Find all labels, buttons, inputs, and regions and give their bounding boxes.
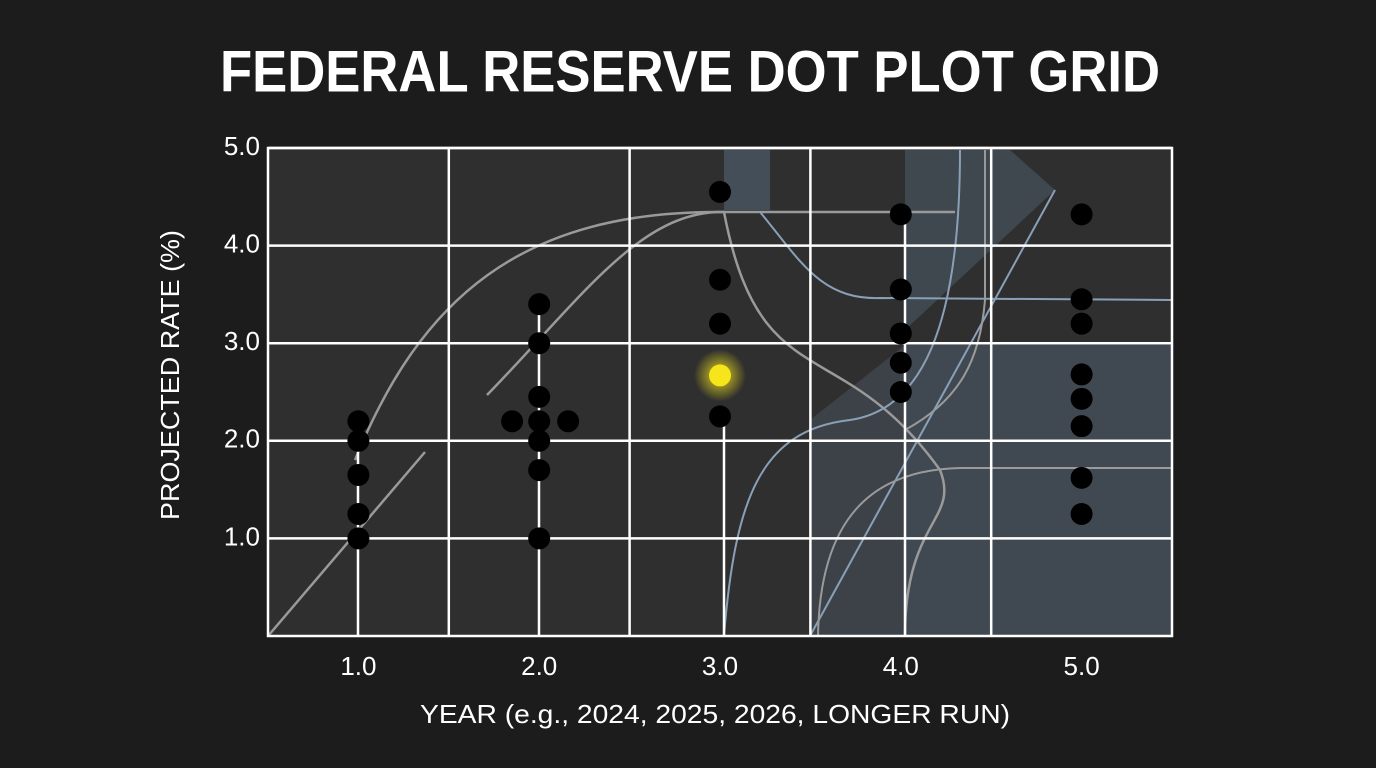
dot (557, 410, 580, 433)
y-tick-label: 3.0 (224, 326, 260, 356)
decoration (267, 149, 1173, 637)
dot (501, 410, 524, 433)
curve (267, 451, 426, 637)
panel (905, 150, 1055, 330)
dot (889, 203, 912, 226)
dot (528, 410, 551, 433)
dot (528, 459, 551, 482)
x-tick-label: 5.0 (1064, 651, 1100, 681)
panel (724, 150, 770, 210)
dot (889, 381, 912, 403)
y-tick-label: 1.0 (224, 521, 260, 551)
panel (905, 345, 1172, 636)
x-axis-label: YEAR (e.g., 2024, 2025, 2026, LONGER RUN… (420, 699, 1010, 729)
dot (528, 293, 551, 316)
curve (817, 467, 1172, 637)
dot (889, 322, 912, 345)
dot (1070, 415, 1093, 438)
y-tick-label: 4.0 (224, 228, 260, 258)
dot (709, 312, 731, 335)
dot (1070, 312, 1093, 335)
curve (904, 150, 986, 431)
dot (528, 332, 551, 355)
x-tick-label: 3.0 (702, 651, 738, 681)
dot (1070, 288, 1093, 311)
dot (347, 429, 370, 452)
x-tick-label: 2.0 (521, 651, 557, 681)
plot-frame (266, 146, 1174, 638)
y-tick-label: 5.0 (224, 131, 260, 161)
dot (709, 364, 731, 387)
chart-title: FEDERAL RESERVE DOT PLOT GRID (220, 39, 1160, 104)
dot (1070, 387, 1093, 410)
y-tick-label: 2.0 (224, 424, 260, 454)
dot (1070, 503, 1093, 525)
dot (709, 268, 731, 291)
dot (889, 351, 912, 374)
curve (353, 210, 955, 461)
dot (528, 429, 551, 452)
curve (723, 149, 961, 637)
panel (810, 345, 905, 636)
y-axis-label: PROJECTED RATE (%) (155, 230, 185, 520)
curve (759, 211, 1173, 301)
dot (528, 527, 551, 550)
dot (709, 405, 731, 428)
dot (1070, 203, 1093, 226)
dot (528, 385, 551, 408)
dot (347, 527, 370, 550)
dot (347, 463, 370, 486)
x-tick-label: 4.0 (883, 651, 919, 681)
dot (347, 410, 370, 433)
dot (1070, 363, 1093, 386)
x-tick-label: 1.0 (340, 651, 376, 681)
dot (347, 503, 370, 525)
dot (889, 278, 912, 301)
dot (709, 180, 731, 203)
dot (1070, 466, 1093, 489)
curve (486, 210, 946, 637)
